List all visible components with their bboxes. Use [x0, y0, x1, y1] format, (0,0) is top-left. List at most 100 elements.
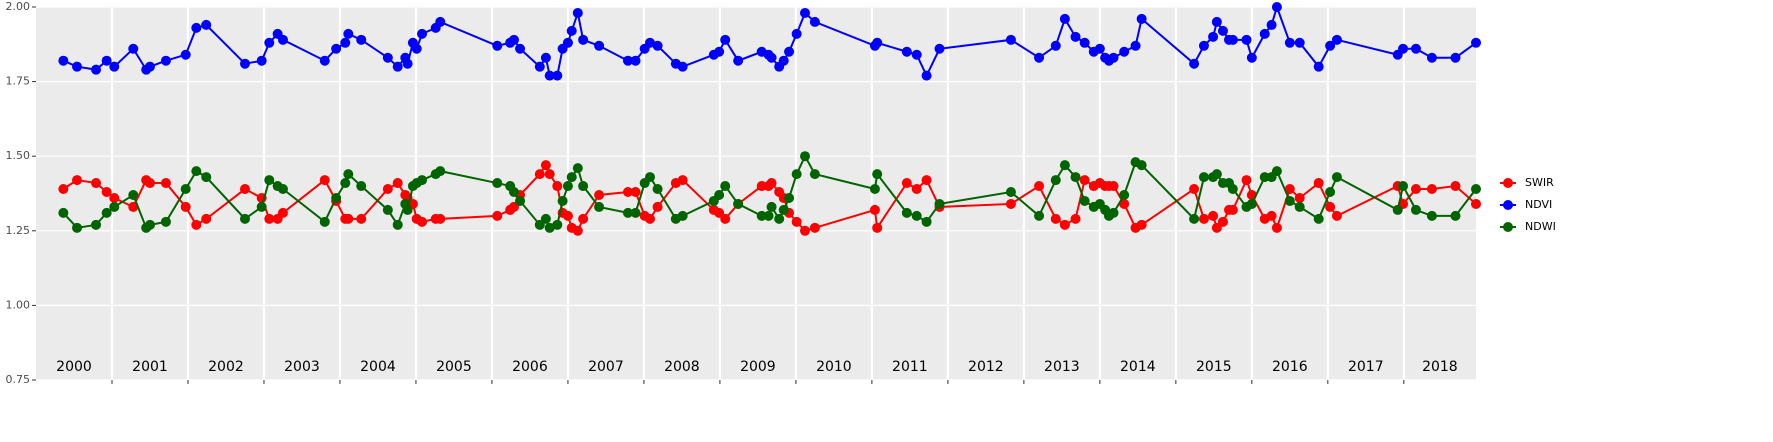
data-point	[1217, 216, 1228, 227]
data-point	[128, 43, 139, 54]
data-point	[1266, 210, 1277, 221]
data-point	[1189, 184, 1200, 195]
data-point	[552, 70, 563, 81]
data-point	[534, 61, 545, 72]
y-tick-label: 1.50	[6, 149, 31, 162]
data-point	[356, 213, 367, 224]
data-point	[869, 204, 880, 215]
y-tick-label: 1.00	[6, 298, 31, 311]
data-point	[58, 207, 69, 218]
data-point	[1034, 210, 1045, 221]
x-label: 2008	[664, 359, 700, 375]
data-point	[1198, 40, 1209, 51]
data-point	[1259, 28, 1270, 39]
x-label: 2004	[360, 359, 396, 375]
data-point	[1471, 198, 1481, 209]
data-point	[544, 70, 555, 81]
data-point	[1241, 175, 1252, 186]
data-point	[1059, 160, 1070, 171]
data-point	[552, 219, 563, 230]
data-point	[392, 61, 403, 72]
data-point	[1241, 34, 1252, 45]
data-point	[277, 34, 288, 45]
data-point	[201, 172, 212, 183]
data-point	[1094, 43, 1105, 54]
x-label: 2001	[132, 359, 168, 375]
data-point	[630, 187, 641, 198]
data-point	[714, 189, 725, 200]
data-point	[58, 55, 69, 66]
data-point	[1108, 207, 1119, 218]
data-point	[809, 169, 820, 180]
data-point	[201, 213, 212, 224]
x-label: 2010	[816, 359, 852, 375]
data-point	[1211, 169, 1222, 180]
data-point	[1471, 37, 1481, 48]
data-point	[382, 184, 393, 195]
data-point	[763, 210, 774, 221]
data-point	[652, 184, 663, 195]
data-point	[72, 222, 83, 233]
data-point	[562, 37, 573, 48]
data-point	[872, 169, 883, 180]
data-point	[1450, 181, 1461, 192]
data-point	[1271, 222, 1282, 233]
data-point	[594, 40, 605, 51]
data-point	[1198, 172, 1209, 183]
data-point	[766, 201, 777, 212]
data-point	[1284, 195, 1295, 206]
legend-label: SWIR	[1525, 176, 1554, 189]
data-point	[1070, 31, 1081, 42]
data-point	[720, 213, 731, 224]
legend-marker	[1503, 222, 1513, 232]
data-point	[411, 43, 422, 54]
data-point	[191, 219, 202, 230]
data-point	[911, 184, 922, 195]
data-point	[319, 216, 330, 227]
data-point	[1079, 37, 1090, 48]
data-point	[622, 55, 633, 66]
data-point	[144, 219, 155, 230]
data-point	[1410, 204, 1421, 215]
data-point	[1108, 52, 1119, 63]
data-point	[101, 187, 112, 198]
data-point	[714, 46, 725, 57]
data-point	[180, 184, 191, 195]
data-point	[1331, 210, 1342, 221]
data-point	[1005, 198, 1016, 209]
data-point	[417, 28, 428, 39]
data-point	[578, 213, 589, 224]
data-point	[191, 166, 202, 177]
legend-label: NDVI	[1525, 198, 1552, 211]
data-point	[264, 37, 275, 48]
data-point	[540, 160, 551, 171]
data-point	[766, 52, 777, 63]
data-point	[1325, 201, 1336, 212]
data-point	[677, 210, 688, 221]
data-point	[756, 210, 767, 221]
data-point	[652, 40, 663, 51]
data-point	[1119, 189, 1130, 200]
data-point	[901, 207, 912, 218]
data-point	[191, 22, 202, 33]
data-point	[566, 172, 577, 183]
data-point	[1189, 58, 1200, 69]
data-point	[544, 222, 555, 233]
data-point	[1198, 213, 1209, 224]
data-point	[800, 225, 811, 236]
data-point	[160, 55, 171, 66]
data-point	[1217, 25, 1228, 36]
x-label: 2009	[740, 359, 776, 375]
data-point	[534, 169, 545, 180]
data-point	[1208, 31, 1219, 42]
data-point	[1259, 172, 1270, 183]
data-point	[544, 169, 555, 180]
data-point	[343, 169, 354, 180]
data-point	[256, 201, 267, 212]
data-point	[1079, 195, 1090, 206]
data-point	[1313, 213, 1324, 224]
data-point	[566, 25, 577, 36]
data-point	[319, 55, 330, 66]
x-label: 2018	[1422, 359, 1458, 375]
